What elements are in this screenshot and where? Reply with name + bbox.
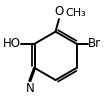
Text: CH₃: CH₃ [65,8,86,18]
Text: N: N [26,82,34,95]
Text: O: O [55,5,64,18]
Text: Br: Br [88,37,101,50]
Text: HO: HO [3,37,21,50]
